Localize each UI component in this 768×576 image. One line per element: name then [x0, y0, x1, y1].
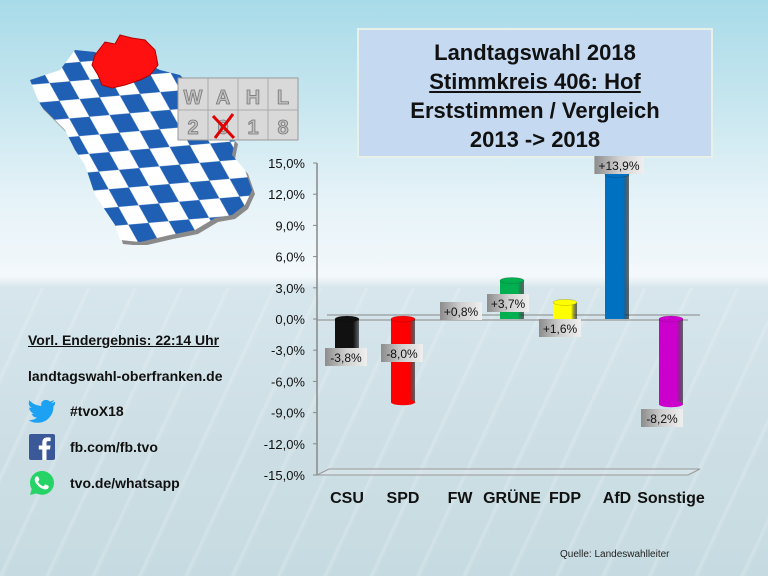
social-twitter[interactable]: #tvoX18 — [28, 397, 124, 425]
logo-letter: A — [216, 87, 230, 109]
data-label-bg — [325, 348, 367, 366]
bar-cap — [552, 299, 578, 306]
category-label: FDP — [549, 490, 581, 507]
twitter-icon — [28, 397, 56, 425]
data-label: -8,2% — [646, 412, 678, 426]
social-whatsapp[interactable]: tvo.de/whatsapp — [28, 469, 180, 497]
bar-cap — [658, 315, 684, 323]
logo-letter: L — [277, 87, 289, 109]
logo-letter: W — [184, 87, 203, 109]
y-tick-label: -6,0% — [271, 374, 305, 389]
data-label-bg — [539, 319, 581, 337]
social-facebook[interactable]: fb.com/fb.tvo — [28, 433, 158, 461]
bar-sonstige — [659, 319, 683, 405]
data-label-bg — [641, 409, 683, 427]
social-facebook-label: fb.com/fb.tvo — [70, 439, 158, 455]
title-line-election: Landtagswahl 2018 — [434, 40, 636, 65]
logo-digit: 2 — [187, 117, 198, 139]
y-tick-label: 12,0% — [268, 187, 305, 202]
title-line-period: 2013 -> 2018 — [469, 127, 601, 152]
logo-digit: 8 — [277, 117, 288, 139]
data-label-bg — [594, 156, 644, 174]
category-label: AfD — [603, 490, 631, 507]
category-label: GRÜNE — [483, 488, 541, 507]
title-line-vote-type: Erststimmen / Vergleich — [410, 98, 660, 123]
y-tick-label: -15,0% — [264, 468, 306, 483]
data-label: +1,6% — [543, 322, 578, 336]
website-link[interactable]: landtagswahl-oberfranken.de — [28, 368, 223, 384]
data-label: -8,0% — [386, 347, 418, 361]
y-tick-label: 6,0% — [275, 250, 305, 265]
ballot-cross-icon — [211, 113, 236, 140]
bar-bottom — [659, 401, 683, 408]
logo-digit: 1 — [247, 117, 258, 139]
facebook-icon — [28, 433, 56, 461]
title-line-constituency: Stimmkreis 406: Hof — [429, 69, 641, 94]
social-whatsapp-label: tvo.de/whatsapp — [70, 475, 180, 491]
source-note: Quelle: Landeswahlleiter — [560, 549, 670, 560]
wahl-2018-logo: W A H L 2 0 1 8 — [177, 77, 299, 141]
data-label-bg — [381, 344, 423, 362]
result-status: Vorl. Endergebnis: 22:14 Uhr — [28, 332, 220, 348]
background-rays — [0, 288, 768, 576]
bar-cap — [390, 315, 416, 323]
data-label: +3,7% — [491, 297, 526, 311]
category-label: SPD — [387, 490, 420, 507]
oberfranken-region — [91, 34, 159, 89]
category-label: CSU — [330, 490, 364, 507]
category-label: Sonstige — [637, 490, 705, 507]
data-label: +13,9% — [598, 159, 639, 173]
y-tick-label: 9,0% — [275, 218, 305, 233]
y-tick-label: -12,0% — [264, 437, 306, 452]
data-label: +0,8% — [444, 305, 479, 319]
logo-letter: H — [246, 87, 260, 109]
chart-floor — [316, 468, 701, 476]
bavaria-map-illustration: W A H L 2 0 1 8 — [30, 34, 299, 245]
category-label: FW — [448, 490, 474, 507]
title-box: Landtagswahl 2018 Stimmkreis 406: Hof Er… — [357, 28, 713, 158]
data-label: -3,8% — [330, 351, 362, 365]
y-tick-label: 3,0% — [275, 281, 305, 296]
y-tick-label: 0,0% — [275, 312, 305, 327]
whatsapp-icon — [28, 469, 56, 497]
bar-afd — [605, 174, 629, 319]
y-tick-label: 15,0% — [268, 156, 305, 171]
y-tick-label: -3,0% — [271, 343, 305, 358]
bar-bottom — [391, 399, 415, 406]
bar-fdp — [553, 302, 577, 319]
bar-cap — [499, 277, 525, 284]
y-tick-label: -9,0% — [271, 406, 305, 421]
data-label-bg — [440, 302, 482, 320]
data-label-bg — [487, 294, 529, 312]
social-twitter-label: #tvoX18 — [70, 403, 124, 419]
bar-cap — [334, 315, 360, 323]
